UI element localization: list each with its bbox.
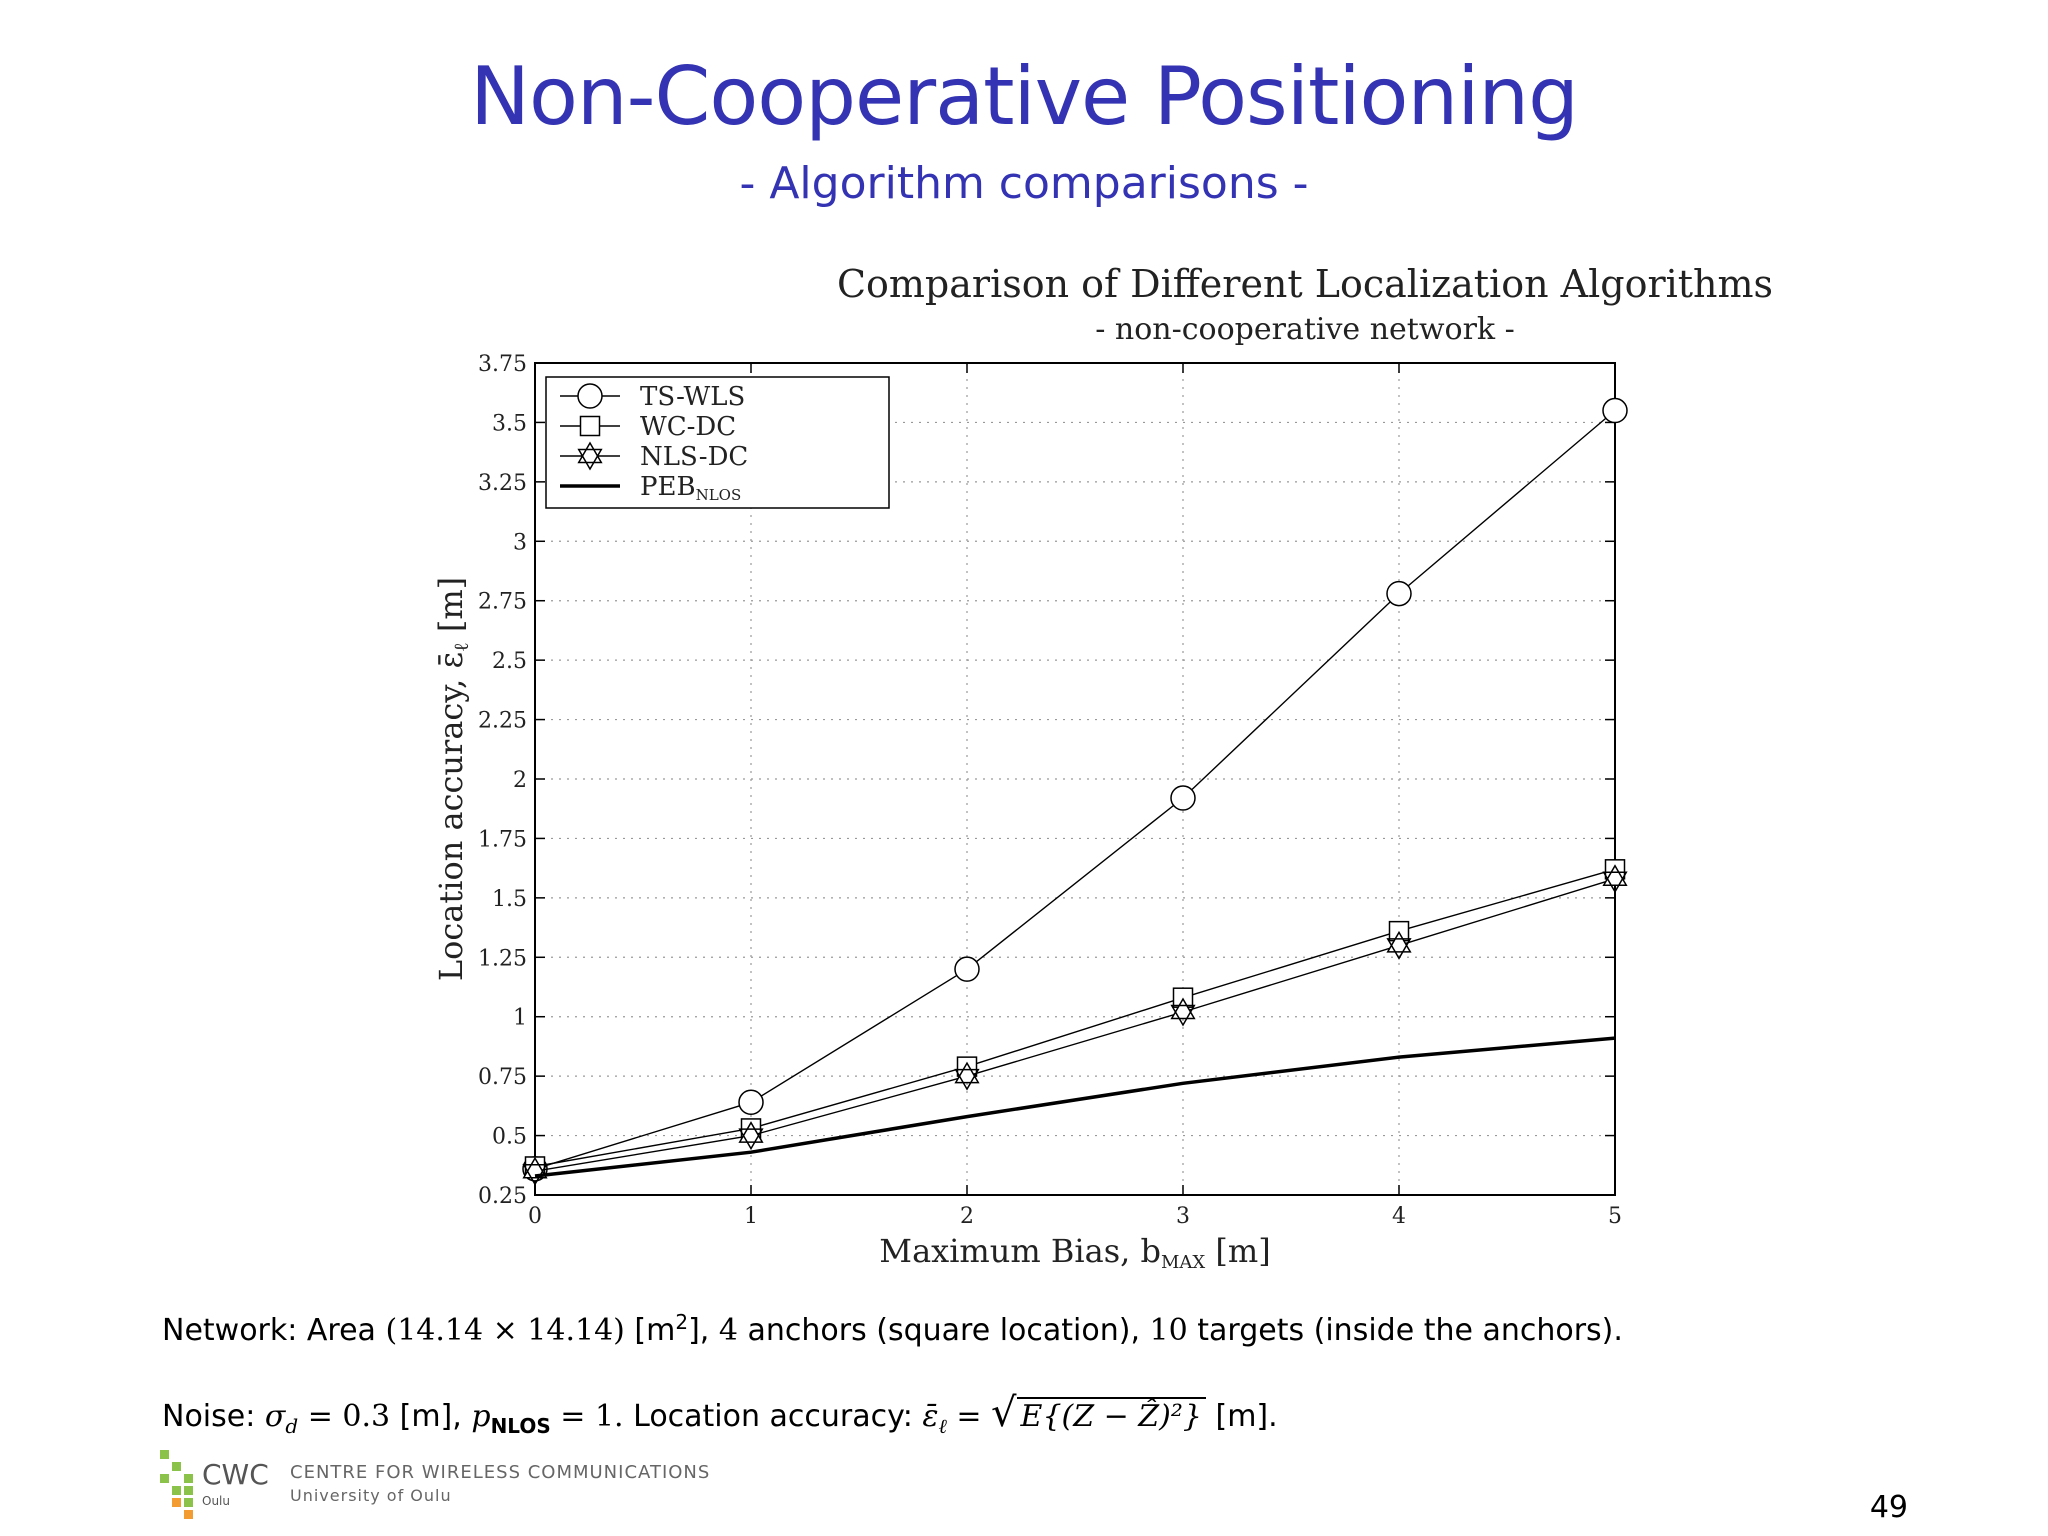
x-tick-label: 1: [744, 1204, 758, 1229]
y-tick-label: 2.25: [478, 709, 527, 734]
data-point: [1602, 864, 1628, 894]
logo-square: [160, 1450, 169, 1459]
data-point: [1170, 785, 1196, 811]
data-point: [1386, 580, 1412, 607]
legend-item: TS-WLS: [560, 382, 745, 412]
data-point: [738, 1089, 764, 1116]
series-line: [534, 878, 1616, 1172]
y-tick-label: 3.25: [478, 471, 527, 496]
chart-title: Comparison of Different Localization Alg…: [836, 262, 1774, 306]
logo-square: [184, 1498, 193, 1507]
y-axis-label: Location accuracy, ε̄ℓ [m]: [432, 577, 473, 981]
logo-city: Oulu: [202, 1494, 230, 1508]
legend-label: WC-DC: [640, 412, 736, 442]
series-line: [534, 868, 1616, 1168]
y-tick-label: 0.5: [492, 1125, 527, 1150]
logo-university: University of Oulu: [290, 1486, 452, 1505]
series-line: [534, 1036, 1616, 1178]
series-line: [534, 409, 1616, 1170]
x-tick-label: 0: [528, 1204, 542, 1229]
y-tick-label: 1: [513, 1006, 527, 1031]
data-point: [1170, 997, 1196, 1027]
x-tick-label: 3: [1176, 1204, 1190, 1229]
y-tick-label: 2.75: [478, 590, 527, 615]
x-tick-label: 4: [1392, 1204, 1406, 1229]
y-tick-label: 3: [513, 530, 527, 555]
y-tick-label: 3.5: [492, 411, 527, 436]
line-chart: 0 1 2 3 4 5 0.25 0.5 0.75 1 1.25 1.5 1.75 2 2.25 2.5 2.7…: [432, 352, 1628, 1273]
network-note: Network: Area (14.14 × 14.14) [m2], 4 an…: [162, 1310, 1623, 1348]
legend-item: WC-DC: [560, 412, 736, 442]
logo-square: [184, 1474, 193, 1483]
data-point: [1602, 397, 1628, 424]
slide-title: Non-Cooperative Positioning: [470, 50, 1579, 143]
legend-marker: [579, 415, 601, 437]
legend-marker: [577, 441, 603, 471]
chart-subtitle: - non-cooperative network -: [1095, 312, 1515, 347]
data-point: [1386, 930, 1412, 960]
legend-item: NLS-DC: [560, 441, 748, 472]
series-layer: [522, 397, 1628, 1186]
slide-subtitle: - Algorithm comparisons -: [739, 158, 1309, 209]
logo-square: [172, 1498, 181, 1507]
legend-label: PEBNLOS: [640, 472, 741, 504]
page-number: 49: [1869, 1490, 1908, 1525]
y-tick-label: 0.25: [478, 1184, 527, 1209]
series-wc-dc: [524, 859, 1626, 1177]
y-tick-label: 1.75: [478, 827, 527, 852]
logo-square: [172, 1486, 181, 1495]
legend-label: NLS-DC: [640, 442, 748, 472]
logo-centre-name: CENTRE FOR WIRELESS COMMUNICATIONS: [290, 1462, 711, 1483]
series-ts-wls: [522, 397, 1628, 1182]
tick-layer: 0 1 2 3 4 5 0.25 0.5 0.75 1 1.25 1.5 1.75 2 2.25 2.5 2.7…: [478, 352, 1622, 1229]
logo-square: [160, 1474, 169, 1483]
noise-note: Noise: σd = 0.3 [m], pNLOS = 1. Location…: [162, 1390, 1278, 1438]
x-tick-label: 5: [1608, 1204, 1622, 1229]
y-tick-label: 2.5: [492, 649, 527, 674]
accuracy-expression: E{(Z − Ẑ)²}: [1016, 1397, 1206, 1434]
y-tick-label: 1.25: [478, 946, 527, 971]
y-tick-label: 3.75: [478, 352, 527, 377]
y-tick-label: 0.75: [478, 1065, 527, 1090]
x-tick-label: 2: [960, 1204, 974, 1229]
logo-square: [172, 1462, 181, 1471]
series-peb: [534, 1036, 1616, 1178]
data-point: [738, 1121, 764, 1151]
y-tick-label: 1.5: [492, 887, 527, 912]
logo-square: [184, 1510, 193, 1519]
logo-square: [184, 1486, 193, 1495]
cwc-logo: CWC Oulu CENTRE FOR WIRELESS COMMUNICATI…: [160, 1450, 720, 1520]
logo-acronym: CWC: [202, 1458, 269, 1491]
x-axis-label: Maximum Bias, bMAX [m]: [879, 1232, 1270, 1273]
legend-item: PEBNLOS: [560, 472, 741, 504]
data-point: [954, 956, 980, 982]
data-point: [954, 1061, 980, 1091]
legend-marker: [577, 383, 603, 409]
grid-layer: [535, 363, 1615, 1195]
y-tick-label: 2: [513, 768, 527, 793]
legend-label: TS-WLS: [640, 382, 745, 412]
